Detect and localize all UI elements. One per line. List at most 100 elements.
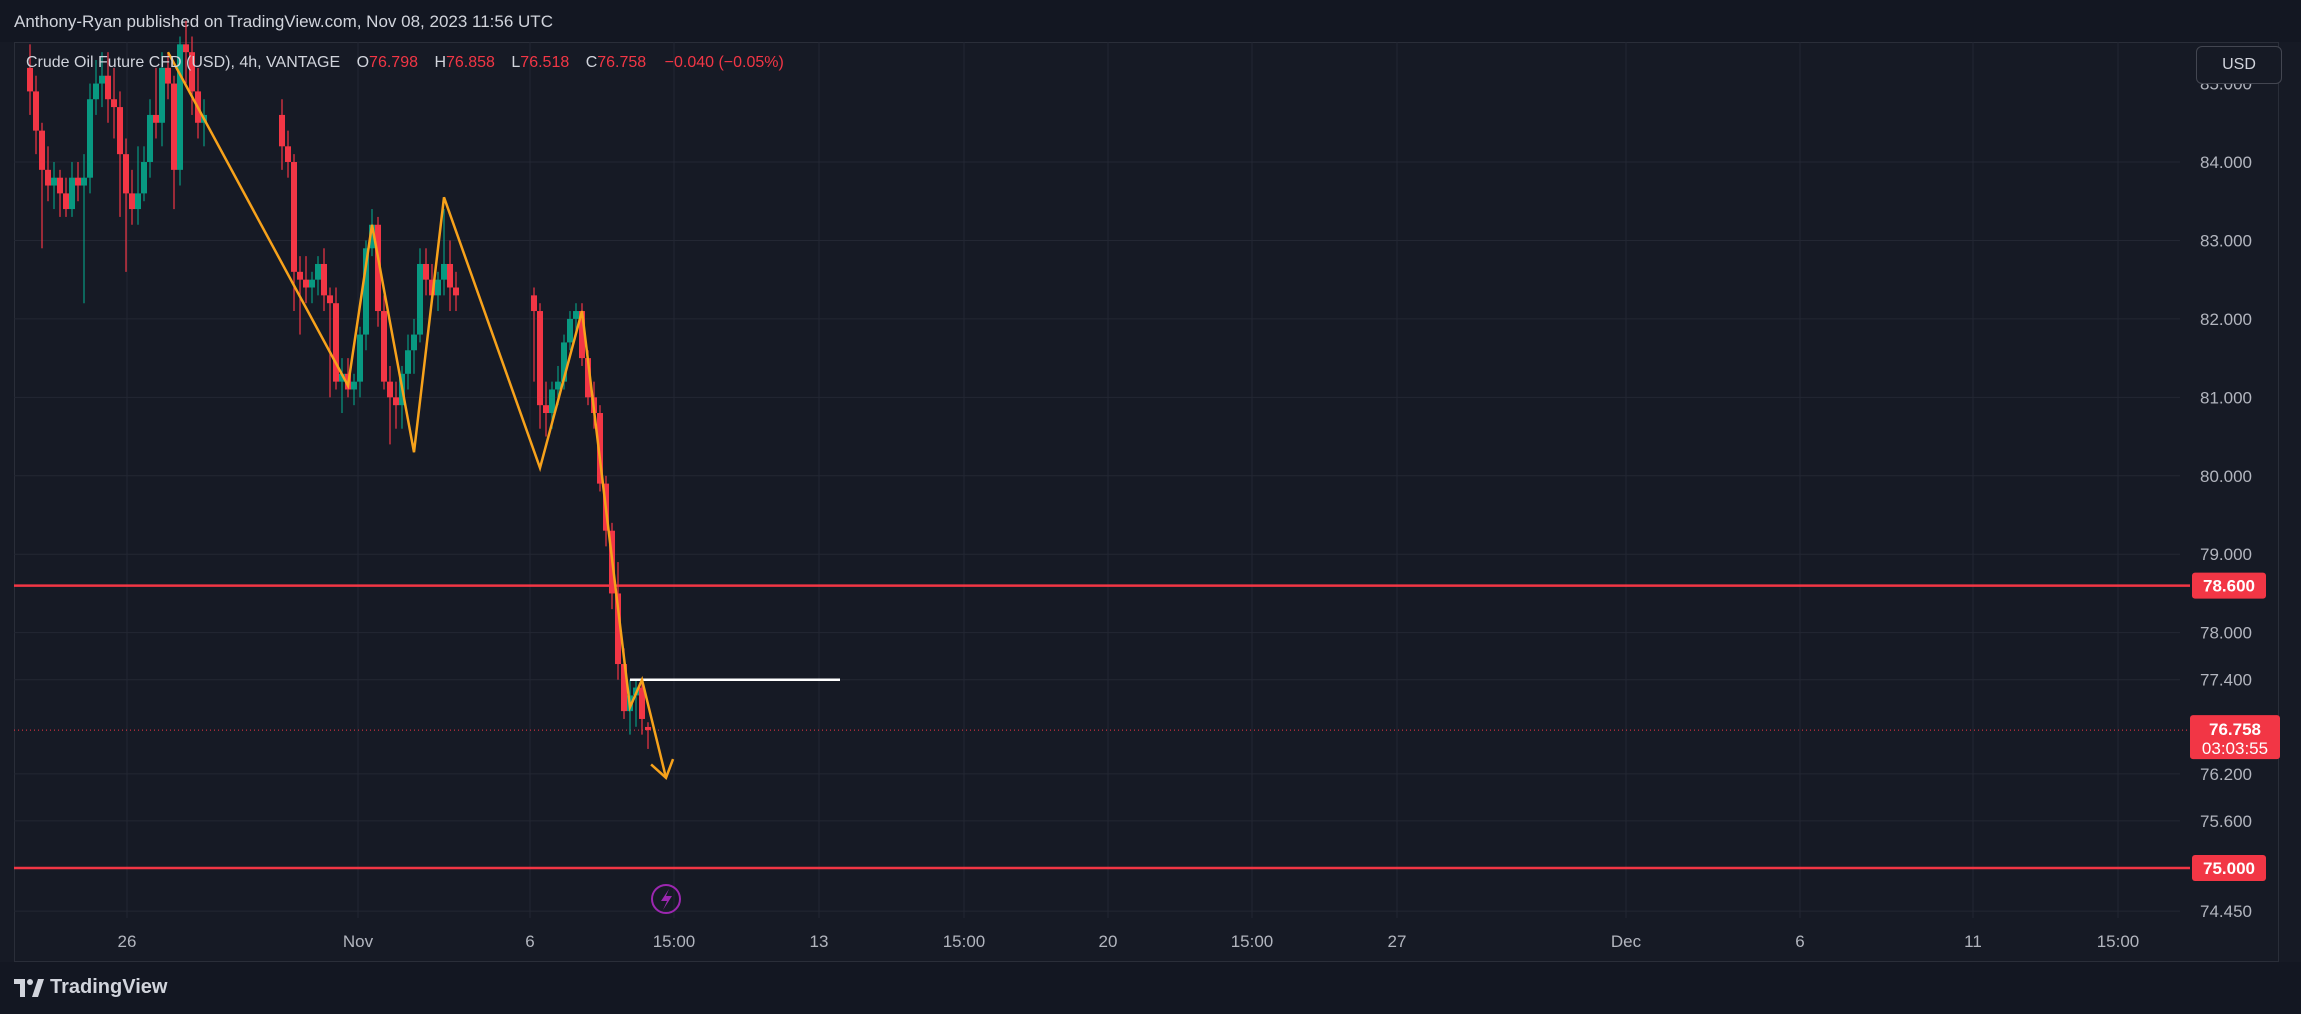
candle-body xyxy=(621,664,627,712)
x-tick-label: 15:00 xyxy=(1231,932,1274,951)
candle-body xyxy=(381,311,387,382)
candle-body xyxy=(531,295,537,312)
candle-body xyxy=(615,593,621,665)
candle-body xyxy=(93,83,99,100)
candle-body xyxy=(165,67,171,84)
x-tick-label: 15:00 xyxy=(2097,932,2140,951)
y-tick-label: 76.200 xyxy=(2200,765,2252,784)
candle-body xyxy=(423,263,429,280)
level-price-label: 78.600 xyxy=(2203,577,2255,596)
publisher-caption: Anthony-Ryan published on TradingView.co… xyxy=(14,12,553,31)
candle-body xyxy=(315,263,321,280)
candle-body xyxy=(147,114,153,162)
zigzag-path[interactable] xyxy=(166,51,668,779)
candle-body xyxy=(585,358,591,398)
y-tick-label: 84.000 xyxy=(2200,153,2252,172)
candle-body xyxy=(129,193,135,210)
y-tick-label: 77.400 xyxy=(2200,671,2252,690)
candle-body xyxy=(375,224,381,312)
candle-body xyxy=(555,381,561,390)
symbol-description: Crude Oil Future CFD (USD), 4h, VANTAGE xyxy=(26,54,341,71)
high-value: 76.858 xyxy=(446,54,495,71)
x-tick-label: Dec xyxy=(1611,932,1642,951)
candle-body xyxy=(291,162,297,272)
chart-frame xyxy=(14,42,2279,962)
candle-body xyxy=(543,405,549,414)
x-tick-label: 26 xyxy=(118,932,137,951)
candle-body xyxy=(351,381,357,390)
lightning-alert-icon[interactable] xyxy=(651,884,681,914)
level-price-label: 75.000 xyxy=(2203,859,2255,878)
candle-body xyxy=(303,279,309,288)
candle-body xyxy=(51,177,57,186)
x-tick-label: 11 xyxy=(1964,932,1982,951)
y-tick-label: 82.000 xyxy=(2200,310,2252,329)
candle-body xyxy=(429,279,435,296)
candle-body xyxy=(321,263,327,296)
candle-body xyxy=(117,107,123,155)
candle-body xyxy=(153,114,159,123)
zigzag-arrowhead xyxy=(650,758,675,780)
open-label: O xyxy=(356,54,370,71)
candle-body xyxy=(333,303,339,382)
x-tick-label: 27 xyxy=(1388,932,1407,951)
candle-body xyxy=(339,373,345,382)
candle-body xyxy=(453,287,459,296)
candle-body xyxy=(639,687,645,719)
candle-body xyxy=(561,342,567,382)
candle-body xyxy=(57,177,63,194)
currency-button[interactable]: USD xyxy=(2196,46,2282,84)
candle-body xyxy=(81,177,87,186)
candle-body xyxy=(327,295,333,304)
x-tick-label: 15:00 xyxy=(943,932,986,951)
brand-name: TradingView xyxy=(50,976,168,998)
y-tick-label: 83.000 xyxy=(2200,231,2252,250)
candle-body xyxy=(417,263,423,335)
candle-body xyxy=(87,99,93,178)
candle-body xyxy=(135,193,141,210)
grid xyxy=(14,42,2180,918)
candle-body xyxy=(411,334,417,351)
y-tick-label: 81.000 xyxy=(2200,388,2252,407)
candle-body xyxy=(405,350,411,374)
countdown-label: 03:03:55 xyxy=(2202,739,2268,758)
candle-body xyxy=(27,67,33,92)
candle-body xyxy=(441,263,447,280)
candle-body xyxy=(393,397,399,406)
candle-body xyxy=(75,177,81,186)
candle-body xyxy=(579,311,585,359)
candle-body xyxy=(111,99,117,108)
candle-body xyxy=(387,381,393,398)
candle-body xyxy=(369,224,375,249)
candle-body xyxy=(39,130,45,170)
time-axis: 26 Nov 6 15:00 13 15:00 20 15:00 27 Dec 6 11 15:00 xyxy=(118,932,2140,951)
candle-body xyxy=(435,279,441,296)
candles xyxy=(27,20,651,749)
candle-body xyxy=(363,248,369,335)
brand[interactable]: TradingView xyxy=(14,976,167,999)
price-axis: 84.000 83.000 82.000 81.000 80.000 79.000 78.0… xyxy=(2200,75,2252,922)
tradingview-logo-icon xyxy=(14,978,44,997)
open-value: 76.798 xyxy=(369,54,418,71)
candle-body xyxy=(597,413,603,484)
x-tick-label: 15:00 xyxy=(653,932,696,951)
candle-body xyxy=(63,193,69,210)
candle-body xyxy=(159,67,165,123)
close-label: C xyxy=(585,54,598,71)
x-tick-label: 20 xyxy=(1099,932,1118,951)
candle-body xyxy=(447,263,453,288)
level-price-badge xyxy=(2192,572,2266,599)
candle-body xyxy=(309,279,315,288)
series-legend: Crude Oil Future CFD (USD), 4h, VANTAGE … xyxy=(26,54,784,72)
y-tick-label: 74.450 xyxy=(2200,902,2252,921)
low-value: 76.518 xyxy=(520,54,570,71)
x-tick-label: 13 xyxy=(810,932,829,951)
y-tick-label: 78.000 xyxy=(2200,624,2252,643)
level-price-badge xyxy=(2192,855,2266,881)
x-tick-label: Nov xyxy=(343,932,374,951)
close-value: 76.758 xyxy=(597,54,647,71)
candle-body xyxy=(33,91,39,131)
candle-body xyxy=(567,318,573,343)
